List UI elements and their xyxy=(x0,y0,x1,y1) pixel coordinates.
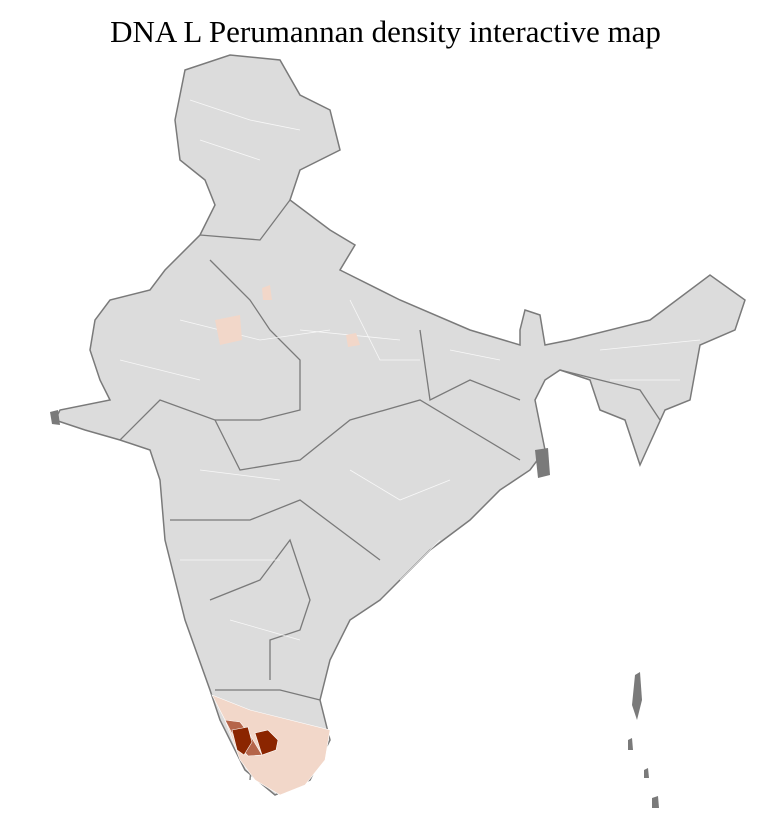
country-shape[interactable] xyxy=(53,54,746,796)
district-low-density[interactable] xyxy=(215,315,242,345)
sundarbans-region xyxy=(535,448,550,478)
west-coast-tip xyxy=(50,410,60,425)
density-regions[interactable] xyxy=(211,285,360,796)
district-low-density[interactable] xyxy=(346,333,360,347)
district-high-density[interactable] xyxy=(254,729,279,756)
district-high-density[interactable] xyxy=(231,726,253,756)
district-low-density[interactable] xyxy=(262,285,272,300)
map-title: DNA L Perumannan density interactive map xyxy=(110,14,661,49)
andaman-nicobar-islands xyxy=(628,672,659,808)
district-borders xyxy=(119,99,701,641)
